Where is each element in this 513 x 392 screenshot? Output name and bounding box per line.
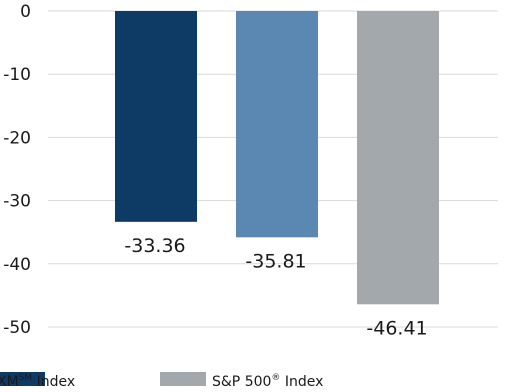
y-tick-label: -10 <box>3 65 31 85</box>
legend-label: S&P 500® Index <box>212 373 323 390</box>
data-labels: -33.36 -35.81 -46.41 <box>124 235 427 339</box>
bar <box>357 11 439 305</box>
legend-swatch <box>0 372 45 386</box>
y-tick-label: 0 <box>20 2 31 22</box>
y-tick-label: -20 <box>3 128 31 148</box>
y-tick-label: -40 <box>3 255 31 275</box>
y-tick-label: -50 <box>3 318 31 338</box>
bar <box>115 11 197 222</box>
legend: XMSM Index S&P 500® Index <box>0 372 323 390</box>
data-label: -35.81 <box>245 250 306 272</box>
data-label: -46.41 <box>366 317 427 339</box>
y-tick-label: -30 <box>3 192 31 212</box>
legend-label: XMSM Index <box>0 373 75 390</box>
data-label: -33.36 <box>124 235 185 257</box>
bar <box>236 11 318 238</box>
y-axis-ticks: 0 -10 -20 -30 -40 -50 <box>3 2 31 338</box>
bar-group <box>115 11 439 305</box>
legend-swatch <box>160 372 206 386</box>
